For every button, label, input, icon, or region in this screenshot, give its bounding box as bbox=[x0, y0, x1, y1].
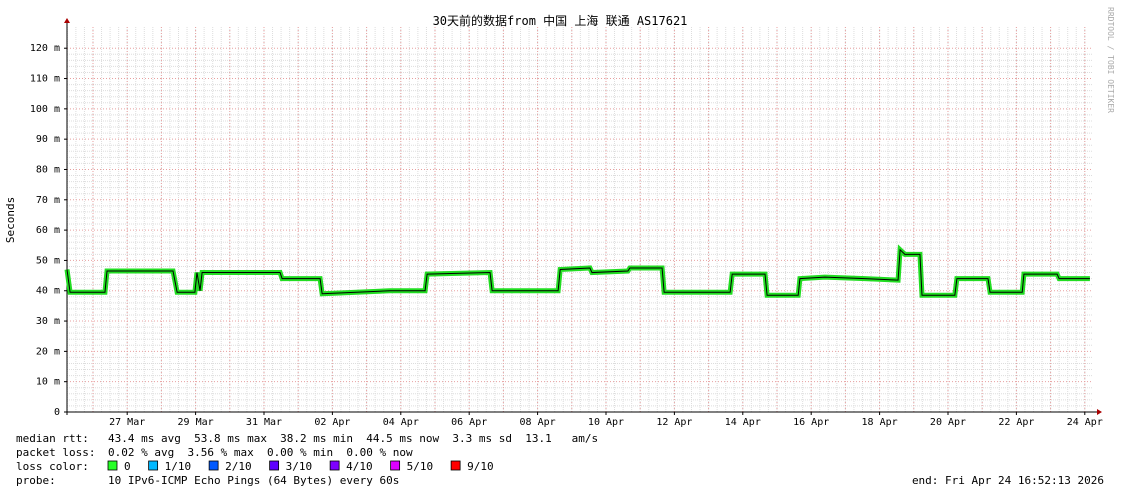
legend-label: 0 bbox=[124, 460, 131, 473]
legend-swatch bbox=[450, 460, 461, 471]
y-tick-label: 80 m bbox=[36, 164, 60, 175]
side-note: RRDTOOL / TOBI OETIKER bbox=[1106, 7, 1115, 113]
y-tick-label: 40 m bbox=[36, 286, 60, 297]
x-tick-label: 12 Apr bbox=[656, 417, 692, 428]
legend-swatch bbox=[148, 460, 159, 471]
x-tick-label: 20 Apr bbox=[930, 417, 966, 428]
x-tick-label: 02 Apr bbox=[314, 417, 350, 428]
x-tick-label: 22 Apr bbox=[998, 417, 1034, 428]
y-tick-label: 10 m bbox=[36, 377, 60, 388]
x-tick-label: 29 Mar bbox=[178, 417, 214, 428]
legend-label: 4/10 bbox=[346, 460, 373, 473]
end-text: end: Fri Apr 24 16:52:13 2026 bbox=[912, 474, 1104, 487]
stat-text: 43.4 ms avg 53.8 ms max 38.2 ms min 44.5… bbox=[108, 432, 598, 445]
legend-label: 3/10 bbox=[286, 460, 313, 473]
stat-text: 0.02 % avg 3.56 % max 0.00 % min 0.00 % … bbox=[108, 446, 413, 459]
chart-title: 30天前的数据from 中国 上海 联通 AS17621 bbox=[433, 13, 688, 28]
legend-swatch bbox=[269, 460, 280, 471]
x-tick-label: 16 Apr bbox=[793, 417, 829, 428]
legend-label: 9/10 bbox=[467, 460, 494, 473]
stat-label: packet loss: bbox=[16, 446, 95, 459]
legend-swatch bbox=[107, 460, 118, 471]
x-tick-label: 31 Mar bbox=[246, 417, 282, 428]
y-tick-label: 30 m bbox=[36, 316, 60, 327]
x-tick-label: 27 Mar bbox=[109, 417, 145, 428]
x-tick-label: 04 Apr bbox=[383, 417, 419, 428]
y-tick-label: 120 m bbox=[30, 43, 60, 54]
y-tick-label: 100 m bbox=[30, 104, 60, 115]
y-tick-label: 110 m bbox=[30, 74, 60, 85]
x-tick-label: 24 Apr bbox=[1067, 417, 1103, 428]
arrow bbox=[64, 18, 70, 23]
x-tick-label: 08 Apr bbox=[520, 417, 556, 428]
series-line bbox=[66, 248, 1090, 296]
legend-label: 5/10 bbox=[407, 460, 434, 473]
legend-swatch bbox=[329, 460, 340, 471]
x-tick-label: 14 Apr bbox=[725, 417, 761, 428]
y-tick-label: 90 m bbox=[36, 134, 60, 145]
legend-label: 2/10 bbox=[225, 460, 252, 473]
probe-label: probe: bbox=[16, 474, 56, 487]
x-tick-label: 18 Apr bbox=[862, 417, 898, 428]
y-tick-label: 50 m bbox=[36, 255, 60, 266]
stat-label: median rtt: bbox=[16, 432, 89, 445]
loss-label: loss color: bbox=[16, 460, 89, 473]
x-tick-label: 06 Apr bbox=[451, 417, 487, 428]
legend-swatch bbox=[208, 460, 219, 471]
legend-swatch bbox=[390, 460, 401, 471]
probe-text: 10 IPv6-ICMP Echo Pings (64 Bytes) every… bbox=[108, 474, 399, 487]
y-tick-label: 60 m bbox=[36, 225, 60, 236]
y-tick-label: 20 m bbox=[36, 346, 60, 357]
x-tick-label: 10 Apr bbox=[588, 417, 624, 428]
legend-label: 1/10 bbox=[165, 460, 192, 473]
y-axis-label: Seconds bbox=[4, 197, 17, 243]
y-tick-label: 70 m bbox=[36, 195, 60, 206]
arrow bbox=[1097, 409, 1102, 415]
y-tick-label: 0 bbox=[54, 407, 60, 418]
